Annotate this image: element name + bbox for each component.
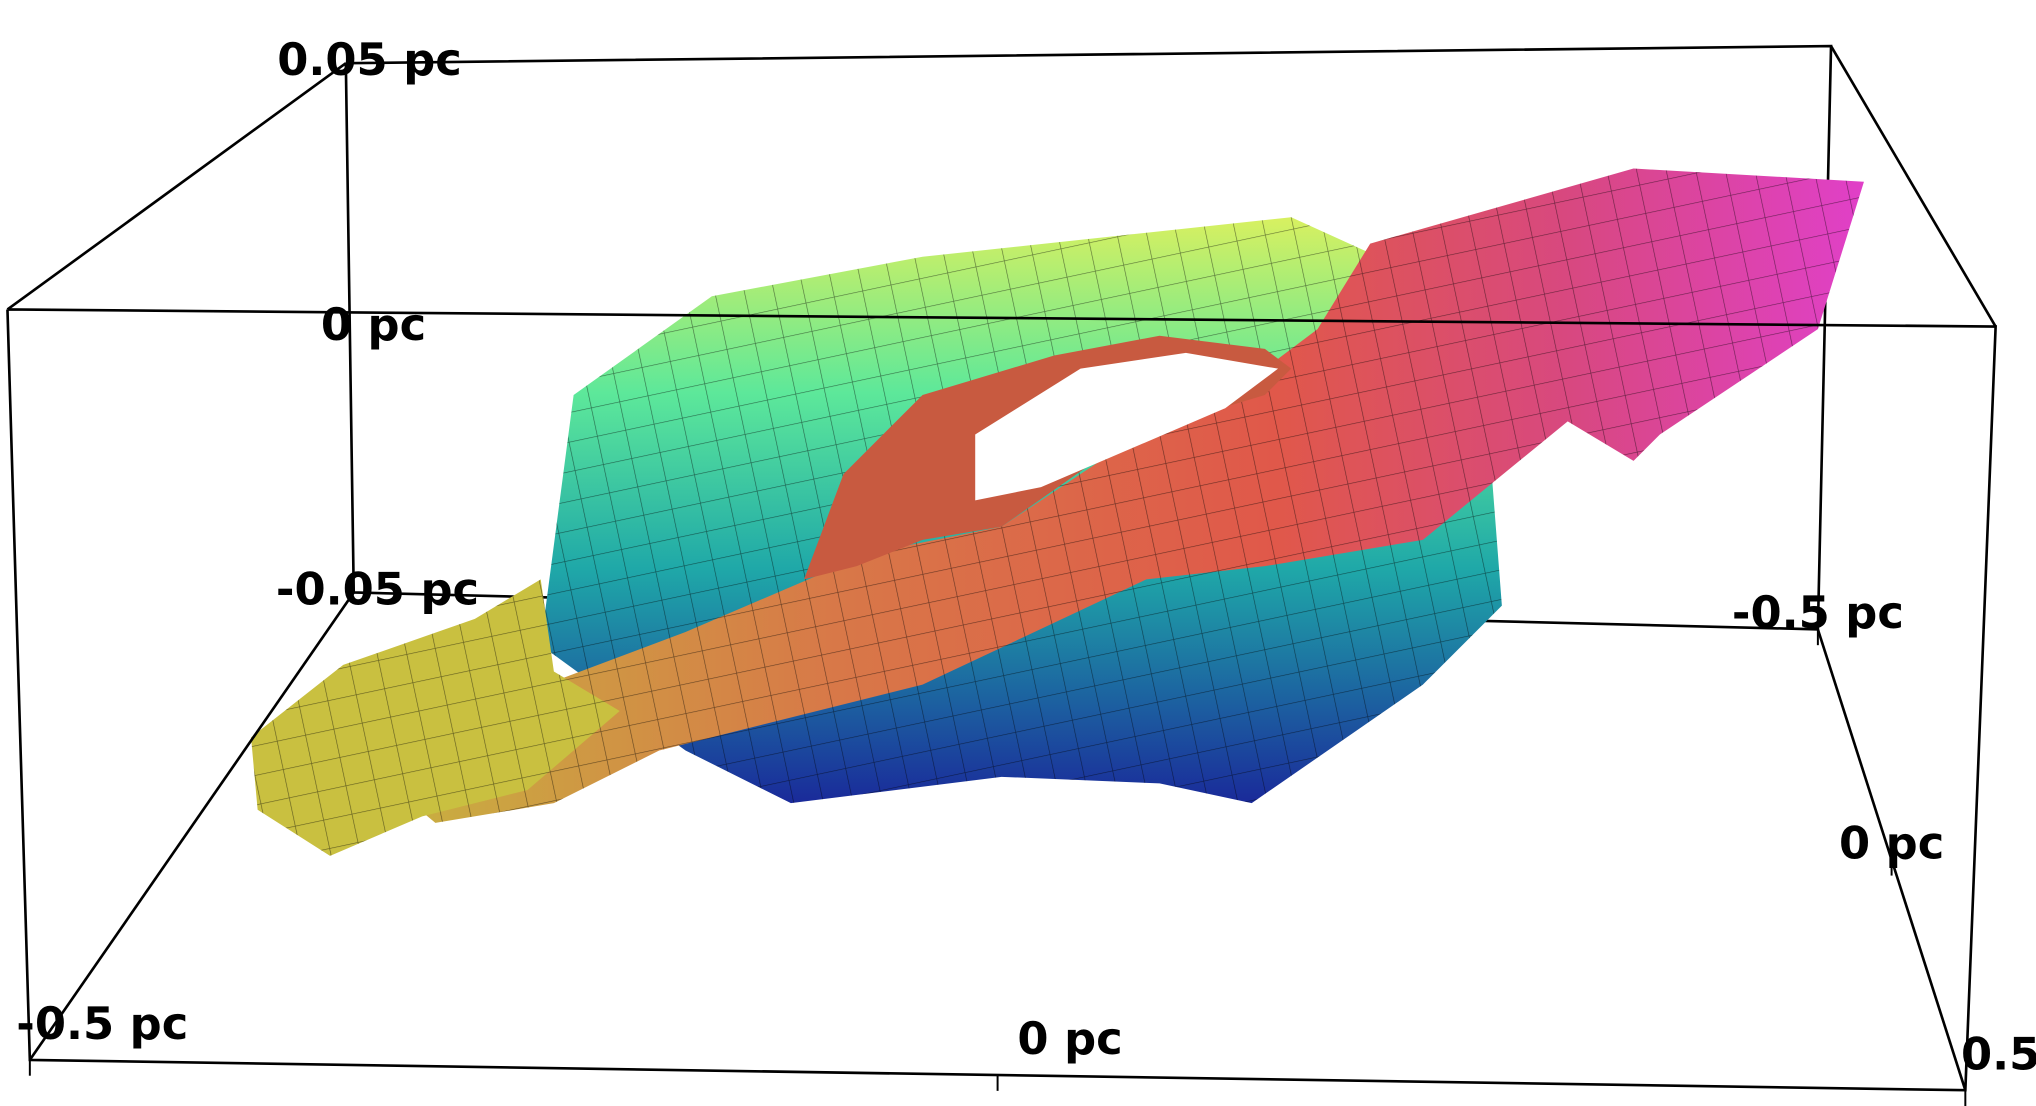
y-tick-label: 0 pc [1839,817,1944,870]
box-back [6,44,1997,631]
x-tick-label: -0.5 pc [16,997,188,1050]
z-tick-label: 0.05 pc [277,33,462,86]
surface [251,168,1864,856]
z-tick-label: 0 pc [321,298,426,351]
x-tick-label: 0 pc [1017,1012,1122,1065]
y-tick-label: -0.5 pc [1732,586,1904,639]
z-tick-label: -0.05 pc [276,563,479,616]
x-tick-label: 0.5 pc [1961,1027,2036,1080]
